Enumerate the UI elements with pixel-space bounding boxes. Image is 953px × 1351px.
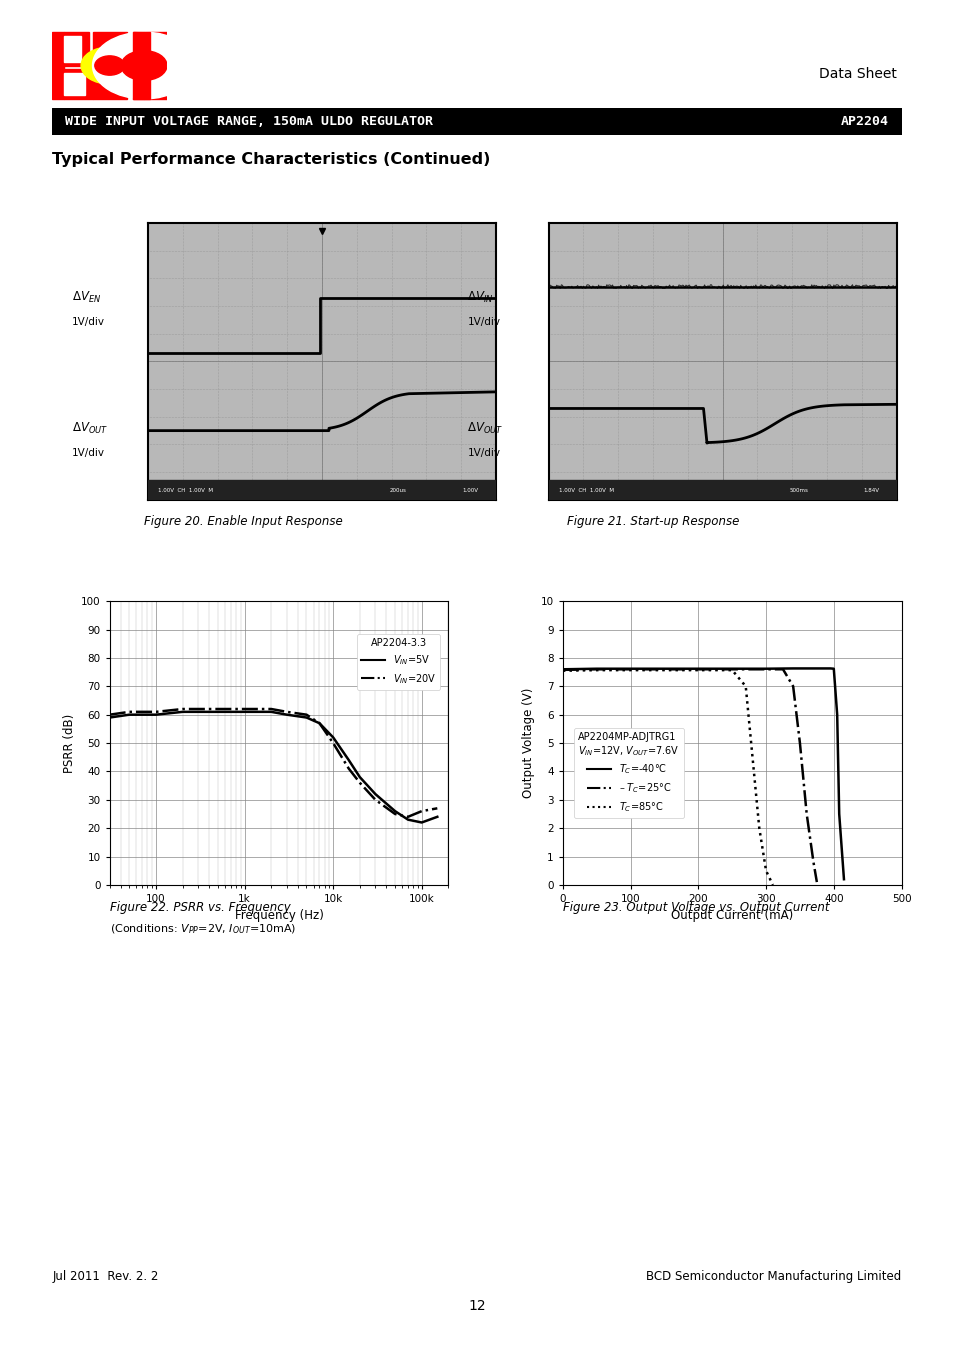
Bar: [132, 32, 150, 99]
Circle shape: [92, 32, 195, 99]
Text: $\Delta V_{IN}$: $\Delta V_{IN}$: [467, 289, 494, 305]
Text: AP2204: AP2204: [840, 115, 888, 128]
Text: (Conditions: $V_{PP}$=2V, $I_{OUT}$=10mA): (Conditions: $V_{PP}$=2V, $I_{OUT}$=10mA…: [110, 923, 295, 936]
Text: 1.00V  CH  1.00V  M: 1.00V CH 1.00V M: [558, 488, 614, 493]
X-axis label: Output Current (mA): Output Current (mA): [670, 909, 793, 923]
Y-axis label: Output Voltage (V): Output Voltage (V): [521, 688, 535, 798]
Bar: [52, 32, 64, 99]
Text: BCD Semiconductor Manufacturing Limited: BCD Semiconductor Manufacturing Limited: [645, 1270, 901, 1283]
Bar: [132, 32, 144, 99]
Bar: [548, 481, 896, 500]
Text: 1.84V: 1.84V: [862, 488, 879, 493]
Text: Figure 22. PSRR vs. Frequency: Figure 22. PSRR vs. Frequency: [110, 901, 290, 915]
Bar: [64, 69, 92, 99]
X-axis label: Frequency (Hz): Frequency (Hz): [234, 909, 323, 923]
Bar: [64, 73, 85, 95]
Text: Data Sheet: Data Sheet: [818, 68, 896, 81]
Bar: [64, 32, 89, 65]
Legend: $V_{IN}$=5V, $V_{IN}$=20V: $V_{IN}$=5V, $V_{IN}$=20V: [356, 635, 439, 689]
Text: 1V/div: 1V/div: [467, 447, 500, 458]
Text: $\Delta V_{EN}$: $\Delta V_{EN}$: [71, 289, 101, 305]
Circle shape: [94, 55, 125, 76]
Y-axis label: PSRR (dB): PSRR (dB): [63, 713, 75, 773]
Text: 1.00V  CH  1.00V  M: 1.00V CH 1.00V M: [158, 488, 213, 493]
Text: WIDE INPUT VOLTAGE RANGE, 150mA ULDO REGULATOR: WIDE INPUT VOLTAGE RANGE, 150mA ULDO REG…: [65, 115, 433, 128]
Text: $\Delta V_{OUT}$: $\Delta V_{OUT}$: [71, 420, 108, 436]
Text: Figure 21. Start-up Response: Figure 21. Start-up Response: [567, 515, 739, 528]
Bar: [92, 32, 127, 99]
Text: $\Delta V_{OUT}$: $\Delta V_{OUT}$: [467, 420, 503, 436]
Text: 1V/div: 1V/div: [71, 316, 105, 327]
Text: 1.00V: 1.00V: [462, 488, 478, 493]
Text: 1V/div: 1V/div: [71, 447, 105, 458]
Text: 200us: 200us: [390, 488, 407, 493]
Text: 1V/div: 1V/div: [467, 316, 500, 327]
Text: Jul 2011  Rev. 2. 2: Jul 2011 Rev. 2. 2: [52, 1270, 159, 1283]
Bar: [148, 481, 496, 500]
Bar: [64, 35, 81, 62]
Legend: $T_C$=-40°C, – $T_C$=25°C, $T_C$=85°C: $T_C$=-40°C, – $T_C$=25°C, $T_C$=85°C: [574, 728, 683, 817]
Bar: [144, 32, 167, 99]
Circle shape: [121, 50, 167, 81]
Text: Figure 20. Enable Input Response: Figure 20. Enable Input Response: [144, 515, 342, 528]
Text: 12: 12: [468, 1300, 485, 1313]
Text: Figure 23. Output Voltage vs. Output Current: Figure 23. Output Voltage vs. Output Cur…: [562, 901, 828, 915]
Text: 500ms: 500ms: [789, 488, 808, 493]
Text: Typical Performance Characteristics (Continued): Typical Performance Characteristics (Con…: [52, 151, 491, 168]
Circle shape: [81, 47, 138, 84]
